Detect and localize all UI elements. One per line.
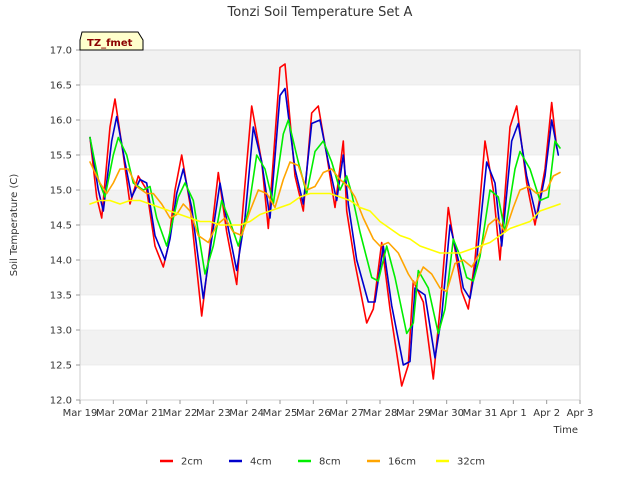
x-tick-label: Apr 2 [533,408,560,419]
annotation-box [79,31,144,51]
y-axis-title: Soil Temperature (C) [9,174,20,277]
x-tick-label: Mar 23 [196,408,231,419]
legend-label-2cm: 2cm [181,457,203,468]
x-tick-label: Mar 20 [96,408,131,419]
y-tick-label: 14.5 [50,221,72,232]
y-axis: 12.0 12.5 13.0 13.5 14.0 14.5 15.0 15.5 16.0 16.5… [50,46,580,407]
x-axis-title: Time [553,425,578,436]
legend-label-32cm: 32cm [457,457,485,468]
y-tick-label: 15.0 [50,186,72,197]
grid-band [80,260,580,295]
x-tick-label: Mar 30 [429,408,464,419]
x-tick-label: Apr 3 [567,408,594,419]
y-tick-label: 16.5 [50,81,72,92]
y-tick-label: 15.5 [50,151,72,162]
x-tick-label: Mar 22 [163,408,198,419]
series-line-32cm [89,192,561,254]
y-tick-label: 13.5 [50,291,72,302]
legend-label-4cm: 4cm [250,457,272,468]
legend-label-8cm: 8cm [319,457,341,468]
x-tick-label: Mar 31 [463,408,498,419]
chart-title: Tonzi Soil Temperature Set A [227,5,413,20]
x-tick-label: Apr 1 [500,408,527,419]
legend: 2cm 4cm 8cm 16cm 32cm [160,457,485,468]
x-tick-label: Mar 21 [129,408,164,419]
x-tick-label: Mar 28 [363,408,398,419]
x-tick-label: Mar 25 [263,408,298,419]
grid-band [80,330,580,365]
annotation-badge: TZ_fmet [79,31,144,51]
annotation-label: TZ_fmet [87,38,133,49]
x-tick-label: Mar 26 [296,408,331,419]
legend-label-16cm: 16cm [388,457,416,468]
x-tick-label: Mar 29 [396,408,431,419]
x-tick-label: Mar 24 [229,408,264,419]
y-tick-label: 14.0 [50,256,72,267]
y-tick-label: 13.0 [50,326,72,337]
y-tick-label: 17.0 [50,46,72,57]
y-tick-label: 16.0 [50,116,72,127]
y-tick-label: 12.5 [50,361,72,372]
x-tick-label: Mar 19 [63,408,98,419]
y-tick-label: 12.0 [50,396,72,407]
series-line-16cm [89,161,561,293]
grid-band [80,50,580,85]
x-tick-label: Mar 27 [329,408,364,419]
series-lines [89,63,561,387]
grid-band [80,120,580,155]
